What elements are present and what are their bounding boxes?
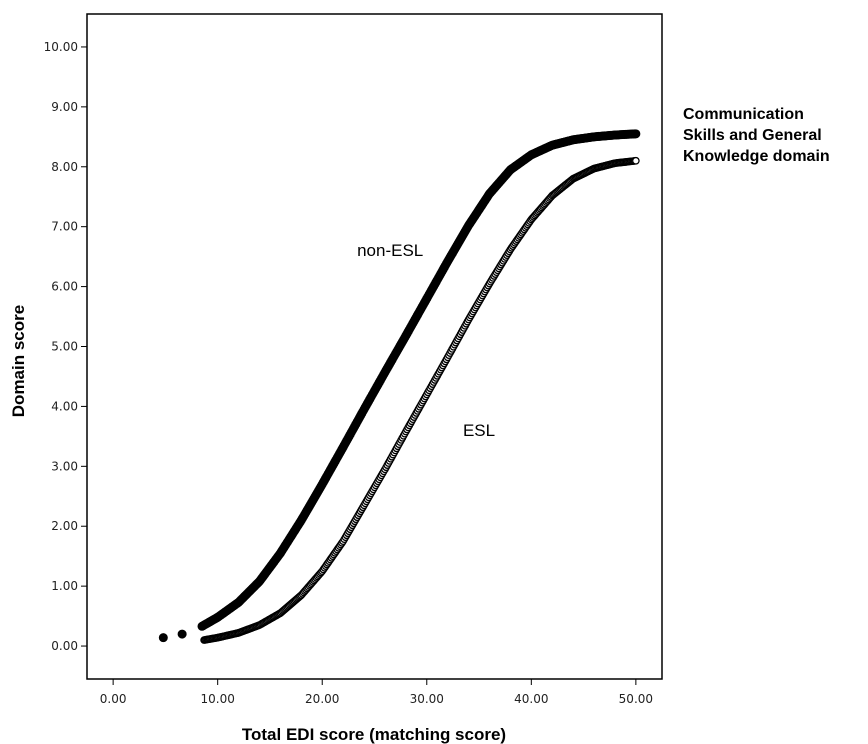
y-tick-label: 7.00 [51, 220, 78, 234]
series-layer [158, 129, 641, 644]
y-tick-label: 4.00 [51, 399, 78, 413]
data-point [158, 633, 168, 643]
domain-note-line-2: Skills and General [683, 127, 822, 144]
series-non-esl [158, 129, 641, 643]
domain-note-line-1: Communication [683, 106, 804, 123]
x-tick-label: 30.00 [410, 692, 444, 706]
y-tick-label: 0.00 [51, 639, 78, 653]
x-tick-label: 20.00 [305, 692, 339, 706]
data-point [632, 156, 640, 165]
y-tick-label: 2.00 [51, 519, 78, 533]
y-axis: 0.00 1.00 2.00 3.00 4.00 5.00 6.00 7.00 8.00 9.00… [44, 40, 87, 653]
y-tick-label: 6.00 [51, 280, 78, 294]
data-point [177, 629, 187, 639]
data-point [631, 129, 641, 139]
y-tick-label: 3.00 [51, 459, 78, 473]
domain-note: Communication Skills and General Knowled… [683, 104, 868, 167]
y-tick-label: 8.00 [51, 160, 78, 174]
plot-frame [86, 13, 663, 680]
x-tick-label: 40.00 [514, 692, 548, 706]
x-axis-title: Total EDI score (matching score) [242, 725, 506, 744]
series-esl [200, 156, 640, 644]
annotation-layer: non-ESL ESL [357, 241, 495, 440]
domain-note-line-3: Knowledge domain [683, 148, 830, 165]
x-tick-label: 50.00 [619, 692, 653, 706]
x-axis: 0.00 10.00 20.00 30.00 40.00 50.00 [100, 679, 653, 706]
x-tick-label: 0.00 [100, 692, 127, 706]
y-tick-label: 9.00 [51, 100, 78, 114]
series-annotation: non-ESL [357, 241, 423, 260]
y-tick-label: 10.00 [44, 40, 78, 54]
y-tick-label: 1.00 [51, 579, 78, 593]
x-tick-label: 10.00 [201, 692, 235, 706]
series-annotation: ESL [463, 421, 495, 440]
y-tick-label: 5.00 [51, 340, 78, 354]
y-axis-title: Domain score [9, 305, 28, 417]
